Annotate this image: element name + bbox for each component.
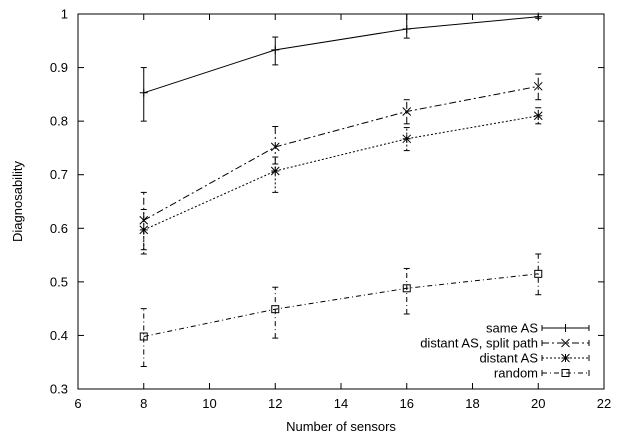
legend-marker <box>561 353 570 363</box>
data-point <box>402 107 412 116</box>
series-layer <box>139 12 543 367</box>
series-line <box>143 85 539 221</box>
legend-entry-2: distant AS <box>479 351 590 366</box>
y-tick-label: 0.9 <box>50 60 68 75</box>
y-tick-label: 1 <box>61 7 68 22</box>
axis-tick-labels: 6 8 10 12 14 16 18 20 22 0.3 0.4 0.5 0.6 0.7 0.8 0.9 1 <box>50 7 611 412</box>
y-axis-label: Diagnosability <box>10 161 25 242</box>
data-point <box>402 134 412 144</box>
y-tick-label: 0.5 <box>50 274 68 289</box>
series-2 <box>139 107 543 255</box>
legend-entry-0: same AS <box>486 321 590 336</box>
legend-label: distant AS <box>479 351 538 366</box>
y-tick-label: 0.6 <box>50 221 68 236</box>
x-axis-label: Number of sensors <box>286 419 396 434</box>
data-point <box>270 166 280 176</box>
x-tick-label: 12 <box>268 396 282 411</box>
y-tick-label: 0.7 <box>50 167 68 182</box>
legend-entry-3: random <box>494 366 590 381</box>
data-point <box>534 269 543 278</box>
data-point <box>139 88 148 97</box>
series-0 <box>139 12 543 122</box>
series-line <box>143 16 539 94</box>
data-point <box>271 45 280 54</box>
data-point <box>139 225 149 235</box>
data-point <box>270 142 280 152</box>
data-point <box>402 284 411 293</box>
data-point <box>533 81 543 91</box>
x-tick-label: 8 <box>140 396 147 411</box>
y-tick-label: 0.8 <box>50 114 68 129</box>
data-point <box>402 25 411 33</box>
legend-marker <box>561 369 570 377</box>
legend-marker <box>561 338 570 348</box>
series-1 <box>139 73 543 251</box>
legend-marker <box>561 324 570 332</box>
legend-label: distant AS, split path <box>420 336 538 351</box>
x-tick-label: 16 <box>400 396 414 411</box>
series-3 <box>139 253 543 367</box>
data-point <box>534 12 543 21</box>
legend-label: random <box>494 366 538 381</box>
series-line <box>143 115 539 231</box>
data-point <box>533 111 543 121</box>
x-tick-label: 20 <box>531 396 545 411</box>
x-tick-label: 18 <box>465 396 479 411</box>
legend-label: same AS <box>486 321 538 336</box>
data-point <box>139 332 148 341</box>
legend-entry-1: distant AS, split path <box>420 336 590 351</box>
y-tick-label: 0.3 <box>50 382 68 397</box>
x-tick-label: 14 <box>334 396 348 411</box>
x-tick-label: 22 <box>597 396 611 411</box>
x-tick-label: 10 <box>202 396 216 411</box>
x-tick-label: 6 <box>74 396 81 411</box>
data-point <box>271 305 280 314</box>
y-tick-label: 0.4 <box>50 328 68 343</box>
series-line <box>143 273 539 337</box>
